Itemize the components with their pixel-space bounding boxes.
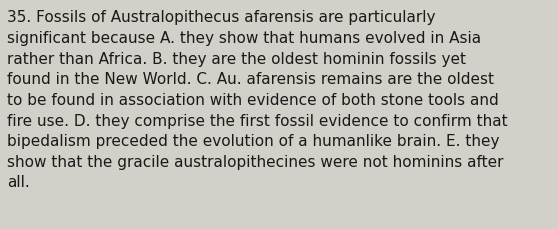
Text: 35. Fossils of Australopithecus afarensis are particularly
significant because A: 35. Fossils of Australopithecus afarensi… xyxy=(7,10,508,190)
